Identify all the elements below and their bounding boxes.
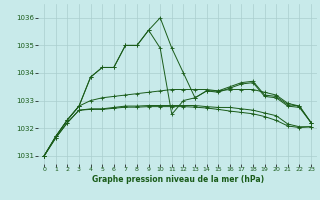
X-axis label: Graphe pression niveau de la mer (hPa): Graphe pression niveau de la mer (hPa) <box>92 175 264 184</box>
